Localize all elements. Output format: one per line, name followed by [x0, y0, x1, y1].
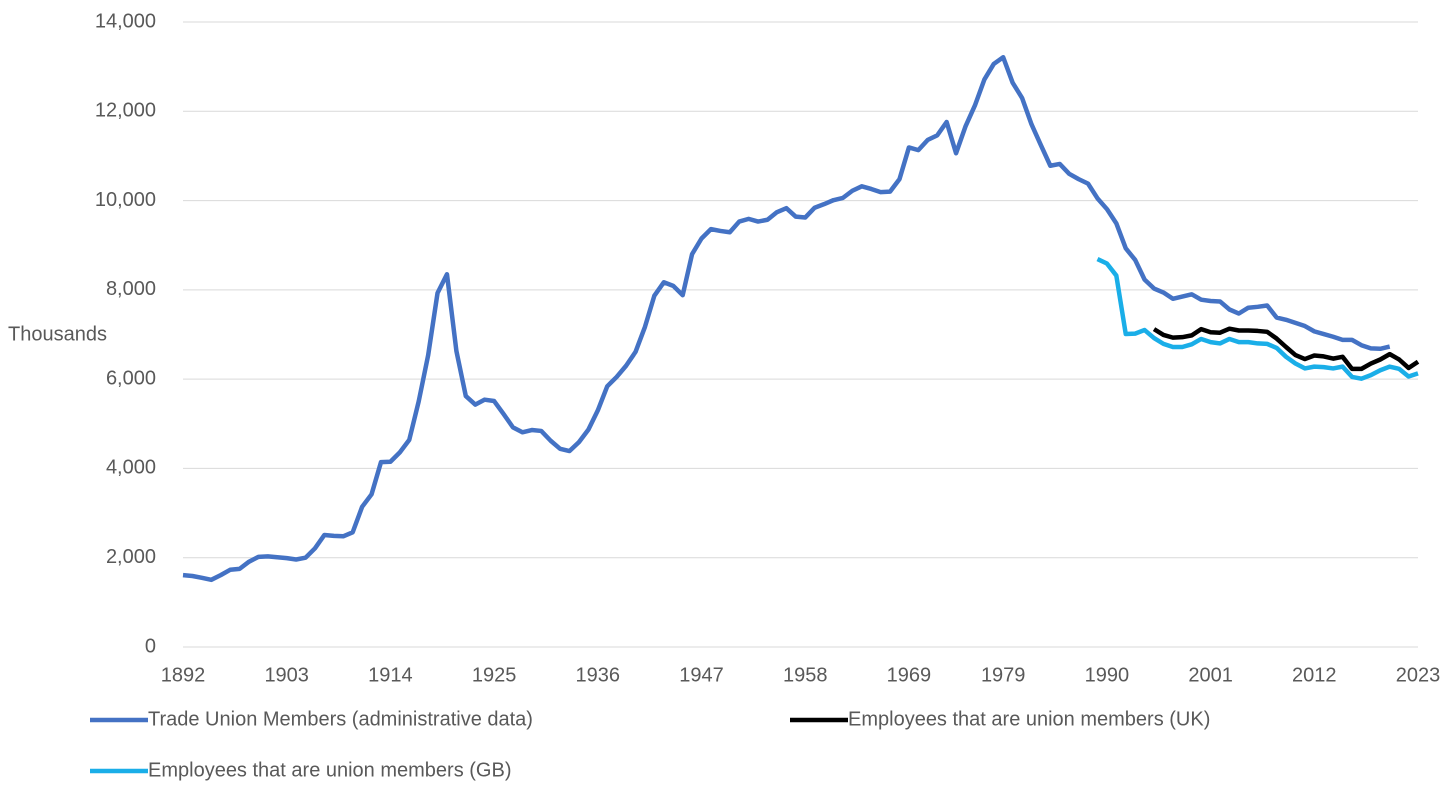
x-tick-label: 1925 [472, 664, 517, 686]
x-tick-label: 2023 [1396, 664, 1441, 686]
y-tick-label: 2,000 [106, 546, 156, 568]
y-tick-label: 6,000 [106, 367, 156, 389]
x-tick-label: 1936 [576, 664, 621, 686]
legend-label: Trade Union Members (administrative data… [148, 708, 533, 730]
x-tick-label: 1979 [981, 664, 1026, 686]
series-line [182, 55, 1391, 583]
series-line [1152, 326, 1420, 372]
x-tick-label: 2001 [1188, 664, 1233, 686]
y-tick-label: 4,000 [106, 457, 156, 479]
legend-label: Employees that are union members (UK) [848, 708, 1210, 730]
x-tick-label: 1903 [264, 664, 309, 686]
y-tick-label: 12,000 [95, 100, 156, 122]
x-tick-label: 1990 [1085, 664, 1130, 686]
x-tick-label: 1969 [887, 664, 932, 686]
x-tick-label: 1892 [161, 664, 206, 686]
x-tick-label: 1947 [679, 664, 724, 686]
x-tick-label: 1914 [368, 664, 413, 686]
y-axis-label: Thousands [8, 323, 107, 345]
x-tick-label: 2012 [1292, 664, 1337, 686]
y-tick-label: 8,000 [106, 278, 156, 300]
x-tick-label: 1958 [783, 664, 828, 686]
series-line [1096, 257, 1419, 381]
y-tick-label: 0 [145, 635, 156, 657]
y-tick-label: 14,000 [95, 10, 156, 32]
legend-label: Employees that are union members (GB) [148, 759, 512, 781]
y-tick-label: 10,000 [95, 189, 156, 211]
